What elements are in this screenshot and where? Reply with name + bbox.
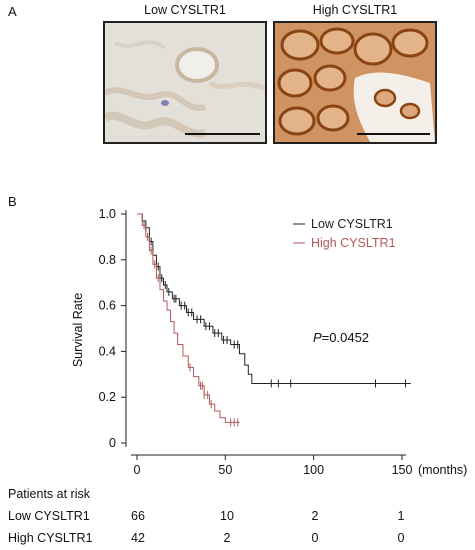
p-value-annotation: P=0.0452	[313, 330, 369, 345]
y-tick-label: 0.6	[99, 299, 116, 313]
risk-row-low-label: Low CYSLTR1	[8, 509, 90, 523]
kaplan-meier-chart: 0 0.2 0.4 0.6 0.8 1.0 0 50 100 150 (months) Surviva…	[71, 207, 467, 477]
low-tissue-texture	[105, 23, 265, 142]
risk-low-0: 66	[131, 509, 145, 523]
months-label: (months)	[418, 463, 467, 477]
series-line-low	[137, 213, 411, 384]
risk-table-title: Patients at risk	[8, 487, 90, 501]
risk-low-50: 10	[220, 509, 234, 523]
x-tick-label: 50	[218, 463, 232, 477]
risk-low-150: 1	[397, 509, 405, 523]
high-image-title: High CYSLTR1	[312, 3, 398, 17]
high-cysltr1-micrograph	[273, 21, 437, 144]
y-axis-label: Survival Rate	[71, 293, 85, 367]
risk-high-150: 0	[397, 531, 405, 545]
panel-b-label: B	[8, 194, 17, 209]
y-tick-label: 0.4	[99, 344, 116, 358]
legend-entry: High CYSLTR1	[311, 236, 396, 250]
x-tick-label: 150	[392, 463, 413, 477]
y-tick-label: 0	[109, 436, 116, 450]
low-image-title: Low CYSLTR1	[144, 3, 226, 17]
high-tissue-texture	[275, 23, 435, 142]
risk-high-50: 2	[223, 531, 231, 545]
legend-entry: Low CYSLTR1	[311, 217, 393, 231]
risk-high-0: 42	[131, 531, 145, 545]
y-tick-label: 1.0	[99, 207, 116, 221]
y-tick-label: 0.2	[99, 390, 116, 404]
panel-a-label: A	[8, 4, 17, 19]
x-tick-label: 0	[134, 463, 141, 477]
series-line-high	[137, 213, 240, 423]
risk-high-100: 0	[311, 531, 319, 545]
risk-low-100: 2	[311, 509, 319, 523]
y-tick-label: 0.8	[99, 253, 116, 267]
risk-row-high-label: High CYSLTR1	[8, 531, 93, 545]
x-tick-label: 100	[303, 463, 324, 477]
low-cysltr1-micrograph	[103, 21, 267, 144]
